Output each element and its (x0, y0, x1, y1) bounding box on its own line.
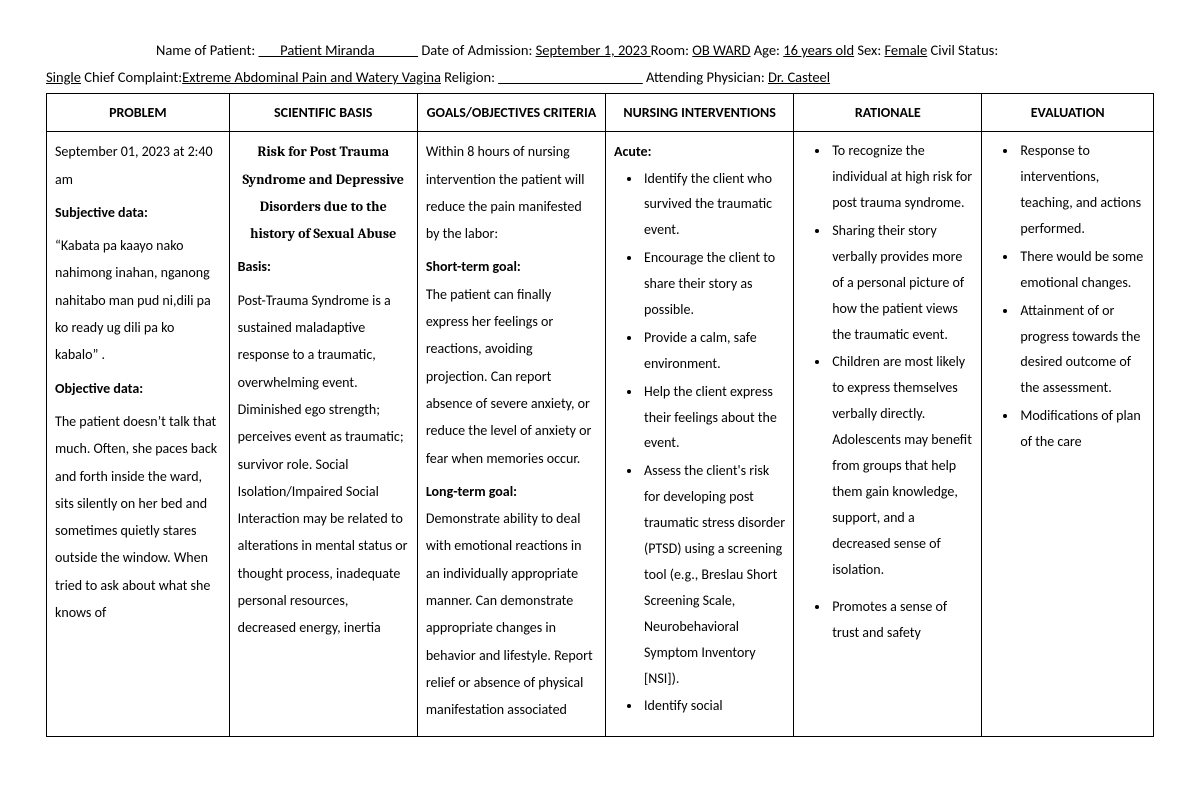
evaluation-list: Response to interventions, teaching, and… (990, 138, 1145, 455)
goals-intro: Within 8 hours of nursing intervention t… (426, 138, 597, 247)
rationale-item: Children are most likely to express them… (830, 349, 973, 582)
acute-label: Acute: (614, 143, 651, 160)
long-term-text: Demonstrate ability to deal with emotion… (426, 510, 593, 718)
intervention-item: Identify social (642, 693, 785, 719)
cell-basis: Risk for Post Trauma Syndrome and Depres… (229, 132, 417, 736)
patient-header-line-1: Name of Patient: ___Patient Miranda_____… (46, 38, 1154, 63)
basis-label: Basis: (238, 253, 409, 280)
col-header-rationale: RATIONALE (794, 94, 982, 132)
physician-value: Dr. Casteel (768, 68, 830, 86)
objective-label: Objective data: (55, 375, 221, 402)
cell-interventions: Acute: Identify the client who survived … (606, 132, 794, 736)
doa-value: September 1, 2023 (536, 41, 651, 59)
cc-value: Extreme Abdominal Pain and Watery Vagina (182, 68, 441, 86)
religion-value: ____________________ (498, 68, 642, 86)
sex-label: Sex: (857, 41, 884, 59)
rationale-item: To recognize the individual at high risk… (830, 138, 973, 216)
age-label: Age: (754, 41, 783, 59)
objective-text: The patient doesn’t talk that much. Ofte… (55, 408, 221, 626)
subjective-text: “Kabata pa kaayo nako nahimong inahan, n… (55, 232, 221, 368)
intervention-item: Help the client express their feelings a… (642, 379, 785, 457)
civil-value: Single (46, 68, 81, 86)
age-value: 16 years old (783, 41, 854, 59)
room-label: Room: (651, 41, 693, 59)
spacer (830, 584, 973, 592)
evaluation-item: Response to interventions, teaching, and… (1018, 138, 1145, 242)
col-header-problem: PROBLEM (47, 94, 230, 132)
table-body-row: September 01, 2023 at 2:40 am Subjective… (47, 132, 1154, 736)
problem-datetime: September 01, 2023 at 2:40 am (55, 138, 221, 193)
col-header-goals: GOALS/OBJECTIVES CRITERIA (417, 94, 605, 132)
intervention-item: Provide a calm, safe environment. (642, 325, 785, 377)
patient-header-line-2: Single Chief Complaint:Extreme Abdominal… (46, 65, 1154, 90)
short-term-label: Short-term goal: (426, 258, 521, 275)
basis-title: Risk for Post Trauma Syndrome and Depres… (238, 138, 409, 247)
col-header-basis: SCIENTIFIC BASIS (229, 94, 417, 132)
physician-label: Attending Physician: (646, 68, 768, 86)
doa-label: Date of Admission: (421, 41, 535, 59)
nursing-care-plan-table: PROBLEM SCIENTIFIC BASIS GOALS/OBJECTIVE… (46, 93, 1154, 736)
civil-label: Civil Status: (931, 41, 999, 59)
intervention-list: Identify the client who survived the tra… (614, 166, 785, 720)
cell-rationale: To recognize the individual at high risk… (794, 132, 982, 736)
rationale-item: Promotes a sense of trust and safety (830, 594, 973, 646)
intervention-item: Encourage the client to share their stor… (642, 245, 785, 323)
table-header-row: PROBLEM SCIENTIFIC BASIS GOALS/OBJECTIVE… (47, 94, 1154, 132)
cell-evaluation: Response to interventions, teaching, and… (982, 132, 1154, 736)
evaluation-item: There would be some emotional changes. (1018, 244, 1145, 296)
cell-goals: Within 8 hours of nursing intervention t… (417, 132, 605, 736)
basis-text: Post-Trauma Syndrome is a sustained mala… (238, 287, 409, 642)
name-label: Name of Patient: (156, 41, 259, 59)
col-header-evaluation: EVALUATION (982, 94, 1154, 132)
rationale-item: Sharing their story verbally provides mo… (830, 218, 973, 347)
religion-label: Religion: (444, 68, 498, 86)
rationale-list: To recognize the individual at high risk… (802, 138, 973, 646)
sex-value: Female (884, 41, 927, 59)
cc-label: Chief Complaint: (84, 68, 182, 86)
short-term-text: The patient can finally express her feel… (426, 286, 592, 467)
long-term-label: Long-term goal: (426, 483, 517, 500)
intervention-item: Identify the client who survived the tra… (642, 166, 785, 244)
evaluation-item: Modifications of plan of the care (1018, 403, 1145, 455)
room-value: OB WARD (692, 41, 750, 59)
evaluation-item: Attainment of or progress towards the de… (1018, 298, 1145, 402)
col-header-interventions: NURSING INTERVENTIONS (606, 94, 794, 132)
subjective-label: Subjective data: (55, 199, 221, 226)
name-value: ___Patient Miranda______ (259, 41, 419, 59)
intervention-item: Assess the client's risk for developing … (642, 458, 785, 691)
document-page: Name of Patient: ___Patient Miranda_____… (0, 0, 1200, 757)
cell-problem: September 01, 2023 at 2:40 am Subjective… (47, 132, 230, 736)
